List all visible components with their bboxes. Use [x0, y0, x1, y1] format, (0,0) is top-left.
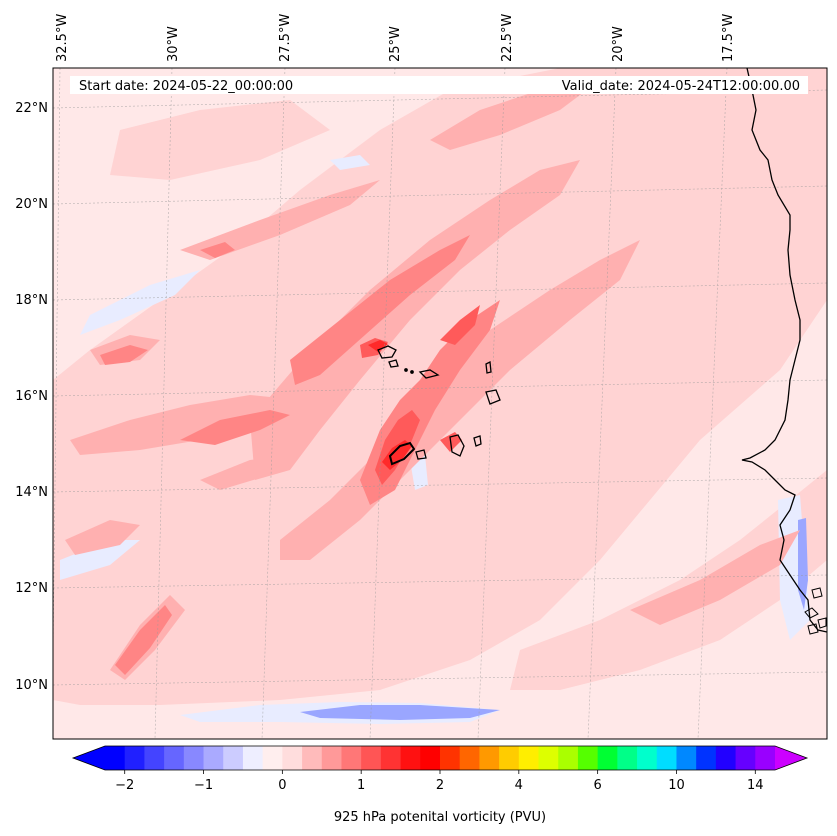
colorbar-segment — [518, 746, 539, 770]
map-frame — [52, 67, 828, 740]
lon-tick-label: 22.5°W — [500, 14, 515, 62]
island-fogo — [388, 441, 416, 466]
lon-tick-label: 25°W — [388, 26, 403, 62]
colorbar-tick-label: 1 — [357, 778, 365, 793]
lon-tick-label: 17.5°W — [721, 14, 736, 62]
colorbar-segment — [341, 746, 362, 770]
pv-field-peak — [368, 340, 412, 470]
lon-tick-label: 32.5°W — [55, 14, 70, 62]
colorbar-segment — [577, 746, 599, 770]
colorbar: −2 −1 0 1 2 4 6 10 14 925 hPa potenital vorticit… — [71, 745, 809, 825]
colorbar-segment — [400, 746, 421, 770]
colorbar-segment — [479, 746, 500, 770]
colorbar-segment — [676, 746, 697, 770]
lat-tick-label: 14°N — [15, 485, 48, 500]
lat-tick-label: 22°N — [15, 101, 48, 116]
colorbar-segment — [755, 746, 776, 770]
colorbar-segment — [637, 746, 658, 770]
island-sao-nicolau — [418, 369, 440, 379]
colorbar-segment — [538, 746, 559, 770]
colorbar-tick-label: 10 — [668, 778, 685, 793]
bijagos-islands — [804, 587, 827, 635]
colorbar-segment — [459, 746, 480, 770]
colorbar-tick-label: −2 — [115, 778, 134, 793]
island-sao-vicente — [388, 359, 399, 368]
colorbar-segment — [558, 746, 579, 770]
colorbar-segment — [124, 746, 145, 770]
colorbar-outline — [71, 745, 809, 771]
colorbar-segment — [203, 746, 224, 770]
colorbar-segment — [321, 746, 342, 770]
island-maio — [473, 435, 482, 447]
colorbar-segment — [656, 746, 677, 770]
colorbar-tick-label: 14 — [747, 778, 764, 793]
colorbar-segment — [735, 746, 756, 770]
colorbar-segment — [380, 746, 401, 770]
colorbar-segment — [420, 746, 441, 770]
colorbar-extend-high — [775, 746, 807, 770]
lon-tick-label: 30°W — [166, 26, 181, 62]
island-santo-antao — [377, 345, 397, 359]
lon-tick-label: 20°W — [611, 26, 626, 62]
colorbar-segment — [223, 746, 244, 770]
colorbar-segment — [617, 746, 638, 770]
lon-tick-label: 27.5°W — [278, 14, 293, 62]
colorbar-segments — [105, 746, 776, 770]
lat-tick-label: 18°N — [15, 293, 48, 308]
colorbar-segment — [144, 746, 165, 770]
colorbar-tick-label: 4 — [515, 778, 523, 793]
lat-tick-label: 20°N — [15, 197, 48, 212]
colorbar-segment — [499, 746, 520, 770]
colorbar-extend-low — [73, 746, 105, 770]
colorbar-segment — [715, 746, 736, 770]
valid-date-label: Valid_date: 2024-05-24T12:00:00.00 — [562, 79, 800, 94]
colorbar-segment — [262, 746, 283, 770]
colorbar-title: 925 hPa potenital vorticity (PVU) — [334, 810, 546, 825]
colorbar-ticks: −2 −1 0 1 2 4 6 10 14 — [115, 770, 764, 793]
colorbar-segment — [164, 746, 185, 770]
colorbar-tick-label: 6 — [594, 778, 602, 793]
pv-field-cool — [60, 155, 810, 724]
lat-tick-labels: 22°N 20°N 18°N 16°N 14°N 12°N 10°N — [15, 101, 48, 693]
africa-coastline — [741, 68, 827, 633]
colorbar-segment — [183, 746, 204, 770]
colorbar-segment — [242, 746, 264, 770]
colorbar-segment — [361, 746, 382, 770]
colorbar-segment — [440, 746, 461, 770]
colorbar-segment — [282, 746, 303, 770]
colorbar-segment — [105, 746, 126, 770]
lat-tick-label: 12°N — [15, 581, 48, 596]
lat-tick-label: 10°N — [15, 678, 48, 693]
colorbar-tick-label: 0 — [278, 778, 286, 793]
colorbar-tick-label: 2 — [436, 778, 444, 793]
lat-tick-label: 16°N — [15, 389, 48, 404]
map-area — [53, 68, 827, 739]
colorbar-segment — [302, 746, 323, 770]
island-sal — [485, 360, 492, 374]
colorbar-segment — [696, 746, 717, 770]
start-date-label: Start date: 2024-05-22_00:00:00 — [79, 79, 293, 94]
lon-tick-labels: 32.5°W 30°W 27.5°W 25°W 22.5°W 20°W 17.5… — [55, 14, 736, 62]
island-santiago — [449, 434, 465, 457]
cape-verde-islands — [377, 345, 501, 466]
colorbar-segment — [597, 746, 618, 770]
colorbar-tick-label: −1 — [194, 778, 213, 793]
header-box — [70, 76, 808, 94]
island-boa-vista — [485, 389, 501, 405]
island-brava — [415, 449, 427, 460]
